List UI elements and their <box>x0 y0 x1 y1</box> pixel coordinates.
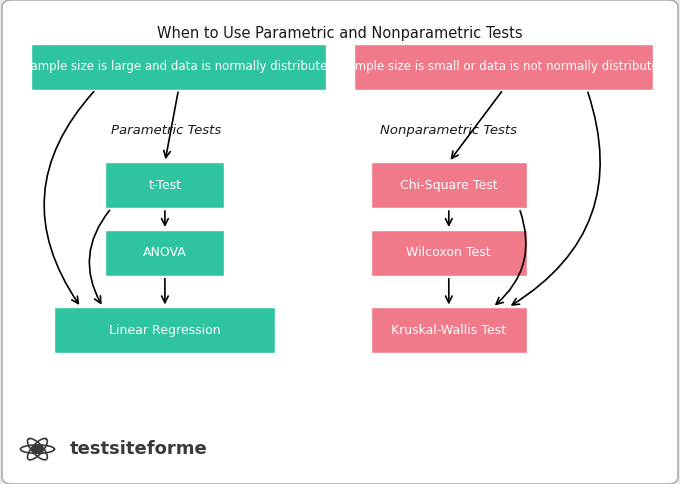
Text: testsiteforme: testsiteforme <box>70 440 208 458</box>
FancyBboxPatch shape <box>354 44 653 90</box>
Text: Sample size is large and data is normally distributed: Sample size is large and data is normall… <box>22 60 335 73</box>
Text: t-Test: t-Test <box>148 179 182 192</box>
Text: Kruskal-Wallis Test: Kruskal-Wallis Test <box>391 324 507 337</box>
FancyBboxPatch shape <box>371 162 527 208</box>
Text: When to Use Parametric and Nonparametric Tests: When to Use Parametric and Nonparametric… <box>157 27 523 41</box>
Text: Nonparametric Tests: Nonparametric Tests <box>380 124 517 137</box>
Text: Chi-Square Test: Chi-Square Test <box>400 179 498 192</box>
Text: Linear Regression: Linear Regression <box>109 324 221 337</box>
Text: ANOVA: ANOVA <box>143 246 187 259</box>
FancyBboxPatch shape <box>105 162 224 208</box>
FancyBboxPatch shape <box>371 230 527 276</box>
FancyBboxPatch shape <box>54 307 275 353</box>
FancyBboxPatch shape <box>105 230 224 276</box>
Circle shape <box>32 445 43 453</box>
FancyBboxPatch shape <box>371 307 527 353</box>
Text: Parametric Tests: Parametric Tests <box>112 124 222 137</box>
Text: Wilcoxon Test: Wilcoxon Test <box>407 246 491 259</box>
FancyBboxPatch shape <box>31 44 326 90</box>
Text: Sample size is small or data is not normally distributed: Sample size is small or data is not norm… <box>340 60 666 73</box>
